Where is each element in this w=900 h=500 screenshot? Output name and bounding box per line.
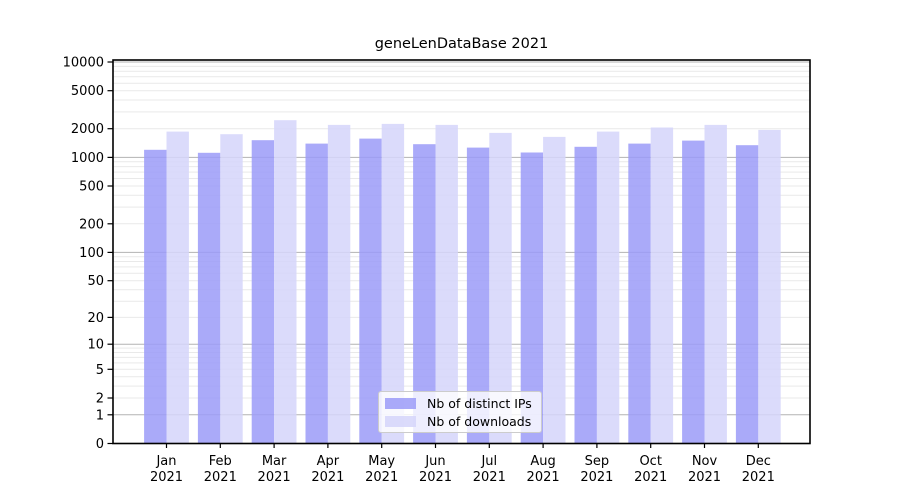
legend-swatch-downloads (385, 415, 416, 427)
y-tick-label: 2000 (71, 122, 104, 137)
x-tick-label-month: Sep (585, 454, 610, 469)
legend-row-downloads: Nb of downloads (379, 412, 541, 430)
x-tick-label-month: Dec (746, 454, 771, 469)
x-tick-label-year: 2021 (688, 470, 721, 485)
bar-distinct-ips-nov (682, 140, 705, 444)
x-tick-label-year: 2021 (634, 470, 667, 485)
x-tick-label-month: Apr (317, 454, 340, 469)
x-tick-label-year: 2021 (527, 470, 560, 485)
y-tick-label: 5000 (71, 84, 104, 99)
bar-distinct-ips-aug (520, 152, 544, 444)
x-tick-label-year: 2021 (311, 470, 344, 485)
plot-border (112, 59, 811, 445)
y-tick-label: 10000 (63, 56, 104, 71)
y-tick-label: 5 (96, 363, 104, 378)
bar-downloads-jun (435, 124, 458, 444)
bar-downloads-apr (327, 124, 351, 444)
bar-distinct-ips-jan (144, 149, 167, 444)
x-tick-label-year: 2021 (204, 470, 237, 485)
bar-downloads-dec (758, 129, 781, 444)
legend-label-downloads: Nb of downloads (427, 413, 532, 429)
y-tick-label: 200 (79, 217, 104, 232)
bar-distinct-ips-sep (574, 146, 597, 444)
legend-swatch-distinct-ips (385, 397, 416, 409)
bar-distinct-ips-may (359, 138, 382, 444)
chart-title: geneLenDataBase 2021 (374, 36, 549, 52)
x-tick-label-month: Jul (480, 454, 497, 469)
bar-distinct-ips-dec (735, 145, 759, 444)
legend-label-distinct-ips: Nb of distinct IPs (427, 395, 532, 411)
bar-downloads-mar (274, 120, 297, 444)
x-tick-label-month: Aug (530, 454, 555, 469)
bar-distinct-ips-jun (413, 144, 436, 444)
bar-distinct-ips-oct (628, 143, 651, 444)
x-tick-label-year: 2021 (150, 470, 183, 485)
y-tick-label: 0 (96, 437, 104, 452)
x-tick-label-month: Mar (262, 454, 287, 469)
bar-distinct-ips-apr (305, 143, 328, 444)
x-tick-label-month: Oct (639, 454, 661, 469)
y-tick-label: 1 (96, 408, 104, 423)
legend: Nb of distinct IPs Nb of downloads (378, 391, 542, 433)
bar-downloads-jan (166, 131, 189, 444)
x-tick-label-month: Jun (424, 454, 445, 469)
bar-distinct-ips-jul (466, 147, 490, 444)
bar-downloads-aug (543, 136, 566, 444)
legend-row-distinct-ips: Nb of distinct IPs (379, 394, 541, 412)
x-tick-label-month: Feb (209, 454, 232, 469)
x-tick-label-year: 2021 (473, 470, 506, 485)
bar-downloads-sep (596, 131, 620, 444)
y-tick-label: 10 (87, 338, 104, 353)
y-tick-label: 2 (96, 392, 104, 407)
y-tick-label: 100 (79, 246, 104, 261)
bar-downloads-oct (650, 127, 674, 444)
bar-distinct-ips-mar (251, 140, 275, 444)
x-tick-label-year: 2021 (258, 470, 291, 485)
y-tick-label: 500 (79, 180, 104, 195)
bar-downloads-jul (489, 132, 512, 444)
bar-downloads-may (381, 123, 405, 444)
y-tick-label: 50 (87, 274, 104, 289)
x-tick-label-year: 2021 (580, 470, 613, 485)
bar-distinct-ips-feb (197, 152, 221, 444)
bar-downloads-feb (220, 134, 243, 444)
y-tick-label: 1000 (71, 151, 104, 166)
x-tick-label-year: 2021 (742, 470, 775, 485)
x-tick-label-month: Jan (155, 454, 176, 469)
x-tick-label-month: Nov (692, 454, 718, 469)
x-tick-label-year: 2021 (365, 470, 398, 485)
bar-downloads-nov (704, 124, 727, 444)
x-tick-label-month: May (368, 454, 395, 469)
x-tick-label-year: 2021 (419, 470, 452, 485)
y-tick-label: 20 (87, 311, 104, 326)
